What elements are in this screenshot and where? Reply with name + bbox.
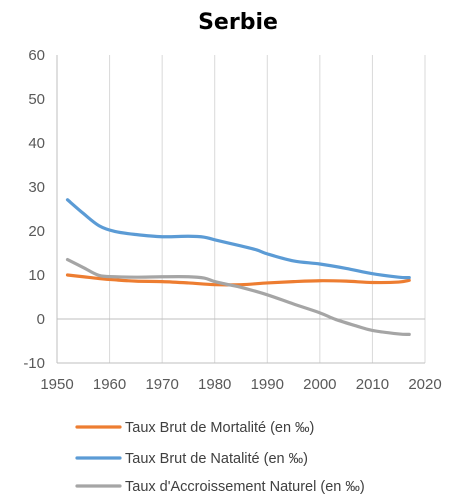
y-tick-label: 30	[28, 179, 45, 196]
y-tick-label: 0	[37, 311, 45, 328]
y-tick-label: 10	[28, 267, 45, 284]
x-tick-label: 1970	[145, 376, 178, 393]
y-tick-label: 50	[28, 91, 45, 108]
y-tick-label: 60	[28, 47, 45, 64]
x-tick-label: 2000	[303, 376, 336, 393]
x-tick-label: 1990	[251, 376, 284, 393]
chart-title: Serbie	[198, 10, 278, 35]
series-line-2	[65, 198, 411, 280]
legend-label-3: Taux d'Accroissement Naturel (en ‰)	[125, 479, 365, 495]
series-lines	[65, 198, 411, 337]
x-tick-label: 2020	[408, 376, 441, 393]
y-tick-label: 40	[28, 135, 45, 152]
legend-label-2: Taux Brut de Natalité (en ‰)	[125, 451, 308, 467]
gridlines	[56, 55, 426, 363]
x-tick-label: 1950	[40, 376, 73, 393]
series-line-3	[65, 258, 411, 337]
legend: Taux Brut de Mortalité (en ‰) Taux Brut d…	[75, 420, 365, 495]
x-tick-label: 2010	[356, 376, 389, 393]
legend-label-1: Taux Brut de Mortalité (en ‰)	[125, 420, 314, 436]
y-tick-label: 20	[28, 223, 45, 240]
x-tick-label: 1960	[93, 376, 126, 393]
y-tick-label: -10	[23, 355, 45, 372]
x-tick-label: 1980	[198, 376, 231, 393]
